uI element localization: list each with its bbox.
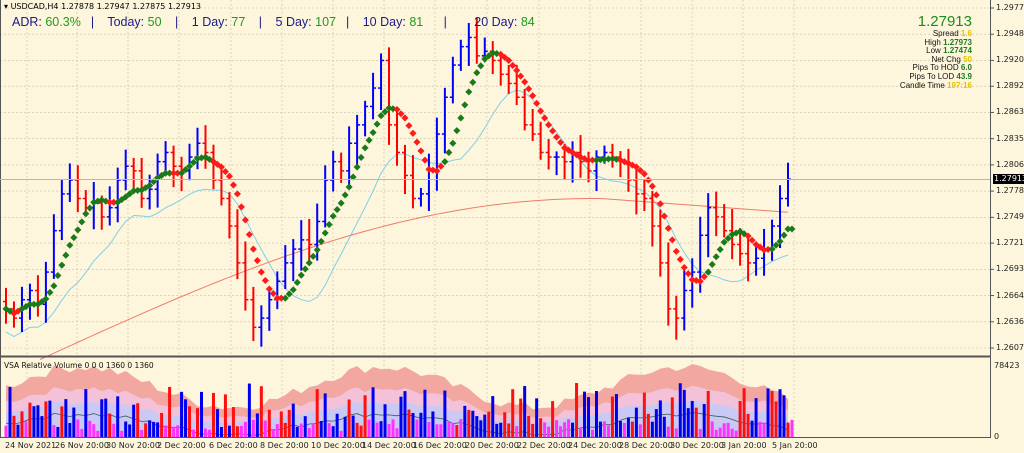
- info-row-pips-hod: Pips To HOD 6.0: [912, 63, 972, 73]
- time-tick: 10 Dec 20:00: [311, 441, 365, 450]
- price-tick: 1.27495: [996, 212, 1024, 222]
- price-bars: [3, 17, 791, 347]
- price-tick: 1.27780: [996, 186, 1024, 196]
- info-row-candle-time: Candle Time 197:16: [899, 80, 972, 90]
- price-tick: 1.28920: [996, 81, 1024, 91]
- 10day-value: 81: [409, 15, 424, 29]
- 10day-label: 10 Day:: [362, 15, 406, 29]
- time-tick: 14 Dec 20:00: [362, 441, 416, 450]
- 1day-label: 1 Day:: [191, 15, 228, 29]
- volume-axis-min: 0: [994, 432, 1000, 441]
- volume-bars: [4, 383, 794, 437]
- time-tick: 26 Nov 20:00: [55, 441, 109, 450]
- price-tick: 1.27215: [996, 238, 1024, 248]
- info-row-low: Low 1.27474: [926, 46, 972, 56]
- price-tick: 1.29770: [996, 3, 1024, 12]
- adr-panel: ADR: 60.3% | Today: 50 | 1 Day: 77 | 5 Da…: [12, 15, 535, 29]
- time-tick: 24 Nov 2021: [5, 441, 57, 450]
- today-label: Today:: [107, 15, 145, 29]
- 1day-value: 77: [231, 15, 246, 29]
- price-tick: 1.26360: [996, 316, 1024, 326]
- price-tick: 1.28350: [996, 133, 1024, 143]
- volume-pane-title: VSA Relative Volume 0 0 0 1360 0 1360: [4, 361, 154, 370]
- 20day-value: 84: [520, 15, 535, 29]
- trend-dots: [2, 49, 796, 318]
- symbol-header: ▾ USDCAD,H4 1.27878 1.27947 1.27875 1.27…: [4, 2, 202, 11]
- info-row-spread: Spread 1.6: [932, 29, 972, 38]
- price-tick: 1.29200: [996, 55, 1024, 65]
- time-tick: 2 Dec 20:00: [157, 441, 206, 450]
- current-price-label: 1.27913: [993, 174, 1024, 184]
- 5day-label: 5 Day:: [275, 15, 312, 29]
- volume-axis-max: 78423: [994, 361, 1020, 370]
- time-tick: 28 Dec 20:00: [619, 441, 673, 450]
- info-row-high: High 1.27973: [924, 37, 972, 47]
- volume-bands: [5, 364, 789, 437]
- time-tick: 30 Dec 20:00: [670, 441, 724, 450]
- info-row-pips-lod: Pips To LOD 43.9: [909, 71, 972, 81]
- time-tick: 8 Dec 20:00: [260, 441, 309, 450]
- grid-lines: [0, 0, 994, 437]
- time-tick: 3 Jan 20:00: [721, 441, 767, 450]
- 20day-label: 20 Day:: [474, 15, 518, 29]
- time-tick: 5 Jan 20:00: [772, 441, 818, 450]
- today-value: 50: [147, 15, 162, 29]
- time-tick: 6 Dec 20:00: [209, 441, 258, 450]
- price-tick: 1.28635: [996, 107, 1024, 117]
- dropdown-triangle-icon[interactable]: ▾: [4, 2, 9, 11]
- price-tick: 1.28065: [996, 159, 1024, 169]
- price-tick: 1.26930: [996, 264, 1024, 274]
- time-tick: 20 Dec 20:00: [465, 441, 519, 450]
- info-row-net-chg: Net Chg 50: [931, 54, 973, 64]
- time-tick: 30 Nov 20:00: [106, 441, 160, 450]
- price-tick: 1.29485: [996, 29, 1024, 39]
- time-tick: 24 Dec 20:00: [568, 441, 622, 450]
- 5day-value: 107: [315, 15, 336, 29]
- current-price: 1.27913: [917, 13, 972, 30]
- adr-label: ADR:: [12, 15, 42, 29]
- price-tick: 1.26075: [996, 343, 1024, 352]
- time-tick: 16 Dec 20:00: [413, 441, 467, 450]
- price-tick: 1.26645: [996, 290, 1024, 300]
- adr-value: 60.3%: [45, 15, 81, 29]
- time-tick: 22 Dec 20:00: [517, 441, 571, 450]
- price-info-panel: 1.27913 Spread 1.6 High 1.27973 Low 1.27…: [900, 14, 972, 90]
